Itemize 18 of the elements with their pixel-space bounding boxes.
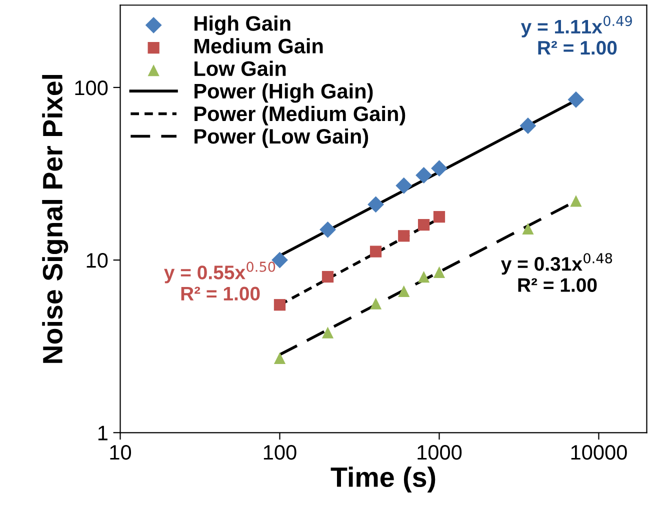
x-tick-label: 10 [110, 444, 132, 460]
y-axis-title: Noise Signal Per Pixel [42, 74, 68, 363]
y-tick-label: 1 [98, 426, 108, 440]
y-tick-label: 100 [75, 80, 108, 96]
y-tick-label: 10 [86, 253, 108, 268]
legend-label: High Gain [194, 16, 290, 36]
x-tick-label: 10000 [571, 444, 627, 460]
legend-label: Power (High Gain) [194, 83, 373, 103]
annotation: y = 0.55x$^{0.50}$ R² = 1.00 [164, 262, 276, 301]
legend-label: Medium Gain [194, 38, 323, 54]
x-tick-label: 1000 [418, 444, 462, 460]
annotation: y = 1.11x$^{0.49}$ R² = 1.00 [520, 16, 632, 55]
x-tick-label: 100 [264, 444, 296, 460]
x-axis-title: Time (s) [330, 466, 436, 493]
legend-label: Low Gain [194, 60, 286, 76]
annotation: y = 0.31x$^{0.48}$ R² = 1.00 [501, 253, 612, 292]
legend-label: Power (Medium Gain) [194, 106, 406, 126]
legend-label: Power (Low Gain) [194, 128, 368, 148]
